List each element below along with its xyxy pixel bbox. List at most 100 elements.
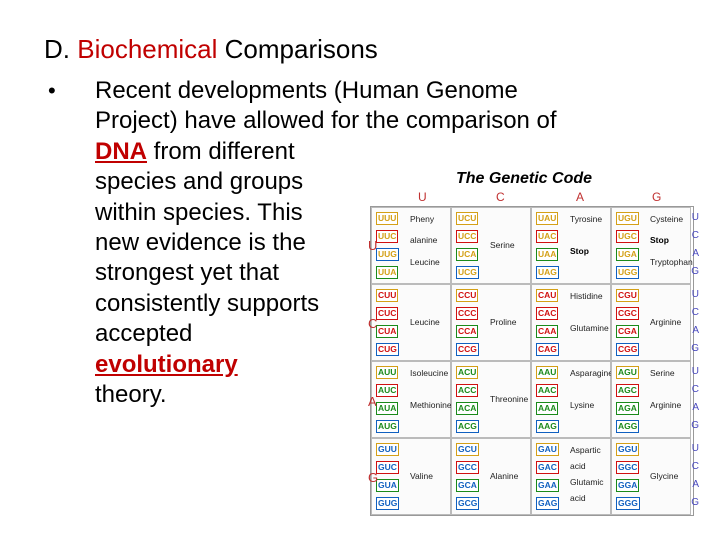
- amino-acid-label: Serine: [490, 240, 515, 250]
- codon-label: GGU: [616, 443, 640, 456]
- text-line: accepted: [95, 320, 193, 348]
- third-base-label: U: [691, 366, 699, 377]
- third-base-label: U: [691, 212, 699, 223]
- amino-acid-label: Cysteine: [650, 214, 684, 224]
- codon-label: GCC: [456, 461, 479, 474]
- codon-cell: GAU GAC GAA GAG Aspartic acid Glutamic acid: [531, 438, 611, 515]
- codon-label: CCG: [456, 343, 479, 356]
- amino-acid-label: Stop: [650, 235, 669, 246]
- codon-label: UAU: [536, 212, 559, 225]
- amino-acid-label: Asparagine: [570, 368, 614, 378]
- amino-acid-label: Arginine: [650, 317, 682, 327]
- codon-label: CAG: [536, 343, 559, 356]
- slide-title: D. Biochemical Comparisons: [44, 34, 378, 65]
- third-base-label: C: [691, 384, 699, 395]
- title-accent: Biochemical: [77, 34, 218, 64]
- title-suffix: Comparisons: [217, 34, 378, 64]
- codon-label: CGG: [616, 343, 640, 356]
- codon-label: GUU: [376, 443, 399, 456]
- amino-acid-label: Serine: [650, 368, 675, 378]
- codon-label: UCA: [456, 248, 479, 261]
- codon-label: AGC: [616, 384, 639, 397]
- amino-acid-label: Histidine: [570, 291, 603, 301]
- amino-acid-label: alanine: [410, 235, 438, 246]
- codon-label: AAU: [536, 366, 559, 379]
- third-base-label: U: [691, 443, 699, 454]
- codon-label: ACU: [456, 366, 479, 379]
- third-base-label: G: [691, 343, 699, 354]
- codon-label: AGU: [616, 366, 639, 379]
- amino-acid-label: Glutamic: [570, 477, 604, 487]
- codon-label: GCU: [456, 443, 479, 456]
- codon-grid: UUU UUC UUG UUA Pheny alanine Leucine UCU UCC UCA…: [370, 206, 699, 516]
- codon-label: ACA: [456, 402, 479, 415]
- codon-label: CAU: [536, 289, 559, 302]
- amino-acid-label: Leucine: [410, 317, 440, 327]
- codon-label: UCU: [456, 212, 479, 225]
- codon-label: CCU: [456, 289, 479, 302]
- codon-label: UAA: [536, 248, 559, 261]
- codon-label: GCA: [456, 479, 479, 492]
- codon-cell: UGU UGC UGA UGG Cysteine Stop Tryptophan U C A G: [611, 207, 699, 284]
- codon-label: CGU: [616, 289, 639, 302]
- title-prefix: D.: [44, 34, 78, 64]
- codon-label: CUU: [376, 289, 399, 302]
- amino-acid-label: acid: [570, 461, 586, 471]
- codon-label: GGA: [616, 479, 640, 492]
- codon-label: CUC: [376, 307, 399, 320]
- codon-label: AUU: [376, 366, 399, 379]
- text-line: DNA from different: [95, 137, 557, 167]
- codon-label: GAA: [536, 479, 559, 492]
- codon-cell: AAU AAC AAA AAG Asparagine Lysine: [531, 361, 614, 438]
- codon-cell: CAU CAC CAA CAG Histidine Glutamine: [531, 284, 611, 361]
- amino-acid-label: Methionine: [410, 400, 452, 410]
- codon-cell: UCU UCC UCA UCG Serine: [451, 207, 531, 284]
- amino-acid-label: Glycine: [650, 471, 679, 481]
- text-line: Recent developments (Human Genome: [95, 77, 518, 104]
- codon-label: UAG: [536, 266, 559, 279]
- text-line-rest: from different: [147, 137, 295, 165]
- codon-cell: AUU AUC AUA AUG Isoleucine Methionine: [371, 361, 452, 438]
- amino-acid-label: Aspartic: [570, 445, 601, 455]
- amino-acid-label: Pheny: [410, 214, 435, 224]
- codon-cell: CUU CUC CUA CUG Leucine: [371, 284, 451, 361]
- codon-label: GCG: [456, 497, 480, 510]
- codon-label: CGA: [616, 325, 639, 338]
- third-base-label: C: [691, 307, 699, 318]
- codon-label: GUA: [376, 479, 399, 492]
- text-line: within species. This: [95, 198, 303, 226]
- text-line: strongest yet that: [95, 259, 280, 287]
- third-base-label: C: [691, 461, 699, 472]
- amino-acid-label: acid: [570, 493, 586, 503]
- codon-label: UUG: [376, 248, 399, 261]
- amino-acid-label: Tyrosine: [570, 214, 603, 224]
- codon-label: CUG: [376, 343, 399, 356]
- row-header-u: U: [368, 238, 378, 253]
- row-header-c: C: [368, 316, 378, 331]
- text-line: Project) have allowed for the comparison…: [95, 107, 557, 135]
- codon-label: GGG: [616, 497, 640, 510]
- amino-acid-label: Lysine: [570, 400, 595, 410]
- codon-label: UGG: [616, 266, 640, 279]
- codon-label: AUC: [376, 384, 399, 397]
- codon-label: GAC: [536, 461, 559, 474]
- codon-label: CGC: [616, 307, 639, 320]
- codon-label: AAC: [536, 384, 559, 397]
- codon-label: UAC: [536, 230, 559, 243]
- codon-cell: GUU GUC GUA GUG Valine: [371, 438, 451, 515]
- amino-acid-label: Arginine: [650, 400, 682, 410]
- amino-acid-label: Threonine: [490, 394, 529, 404]
- column-header-u: U: [418, 190, 427, 204]
- amino-acid-label: Stop: [570, 246, 589, 256]
- codon-cell: UAU UAC UAA UAG Tyrosine Stop: [531, 207, 611, 284]
- codon-label: GGC: [616, 461, 640, 474]
- amino-acid-label: Alanine: [490, 471, 519, 481]
- codon-label: UCG: [456, 266, 479, 279]
- third-base-label: G: [691, 420, 699, 431]
- figure-title: The Genetic Code: [456, 170, 593, 187]
- row-header-a: A: [368, 394, 377, 409]
- codon-cell: GGU GGC GGA GGG Glycine U C A G: [611, 438, 699, 515]
- amino-acid-label: Glutamine: [570, 323, 609, 333]
- codon-label: GAU: [536, 443, 559, 456]
- codon-cell: GCU GCC GCA GCG Alanine: [451, 438, 531, 515]
